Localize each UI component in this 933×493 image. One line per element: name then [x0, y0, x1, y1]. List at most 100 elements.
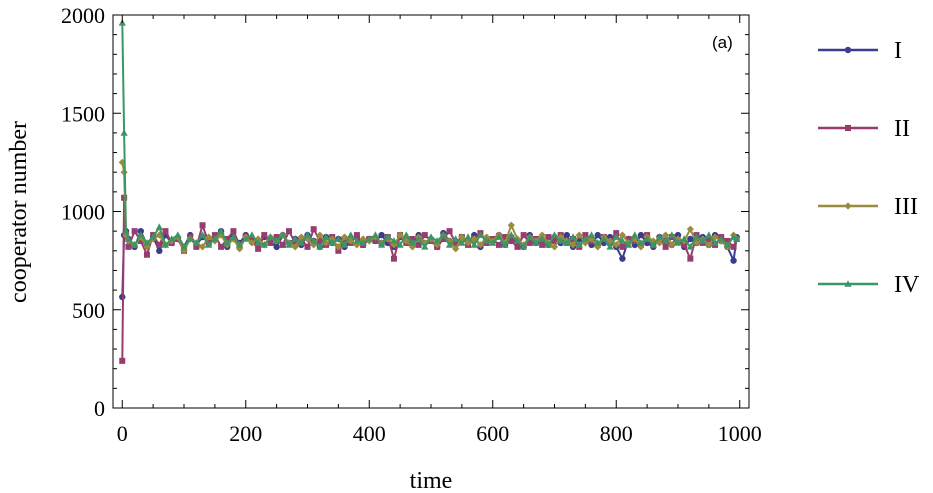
- data-point: [303, 231, 312, 238]
- legend-label: I: [894, 38, 902, 64]
- data-point: [569, 241, 577, 249]
- data-point: [674, 239, 682, 246]
- data-point: [575, 241, 583, 248]
- data-point: [538, 231, 546, 239]
- y-tick-label: 1000: [61, 200, 105, 225]
- data-point: [723, 241, 731, 248]
- data-point: [501, 241, 509, 248]
- data-point: [198, 243, 207, 251]
- data-point: [122, 227, 130, 234]
- data-point: [211, 232, 218, 239]
- data-point: [186, 235, 194, 242]
- data-point: [733, 235, 741, 242]
- data-point: [544, 241, 552, 248]
- data-point: [316, 231, 324, 239]
- data-point: [230, 228, 237, 235]
- y-axis-title: cooperator number: [6, 121, 32, 303]
- data-point: [396, 231, 404, 239]
- data-point: [156, 247, 163, 254]
- data-point: [359, 235, 367, 243]
- data-point: [427, 233, 435, 240]
- data-point: [156, 241, 163, 248]
- x-tick-label: 800: [600, 421, 633, 446]
- data-point: [285, 228, 292, 235]
- data-point: [452, 245, 460, 253]
- data-point: [550, 243, 559, 251]
- data-point: [143, 239, 151, 246]
- data-point: [687, 235, 694, 243]
- data-point: [520, 232, 527, 239]
- data-point: [120, 129, 128, 136]
- data-point: [242, 235, 250, 242]
- data-point: [174, 231, 182, 238]
- data-point: [705, 231, 713, 238]
- data-point: [384, 233, 392, 240]
- data-point: [365, 235, 373, 242]
- data-point: [408, 239, 417, 246]
- data-point: [445, 241, 454, 248]
- data-point: [143, 251, 150, 258]
- data-point: [248, 239, 256, 247]
- data-point: [322, 233, 330, 240]
- data-point: [205, 241, 213, 248]
- data-point: [218, 243, 225, 250]
- data-point: [538, 235, 546, 242]
- data-point: [476, 231, 484, 238]
- data-point: [563, 231, 571, 239]
- legend-label: III: [894, 194, 918, 220]
- data-point: [581, 235, 589, 242]
- data-point: [310, 237, 318, 244]
- data-point: [439, 231, 447, 238]
- series-IV: [118, 19, 741, 250]
- data-point: [526, 233, 534, 240]
- data-point: [452, 239, 459, 246]
- data-point: [668, 231, 676, 238]
- legend-marker: [844, 280, 852, 287]
- data-point: [433, 237, 441, 244]
- data-point: [532, 239, 540, 246]
- data-point: [662, 231, 670, 239]
- data-point: [421, 232, 428, 239]
- data-point: [563, 239, 571, 246]
- data-point: [619, 243, 626, 250]
- data-point: [304, 243, 311, 250]
- data-point: [180, 243, 188, 250]
- data-point: [612, 241, 620, 249]
- data-point: [692, 239, 701, 247]
- data-point: [273, 243, 280, 251]
- data-point: [137, 231, 145, 238]
- x-tick-label: 600: [476, 421, 509, 446]
- data-point: [340, 233, 349, 241]
- data-point: [724, 237, 731, 244]
- legend-item: II: [818, 116, 910, 142]
- data-point: [316, 243, 324, 250]
- data-point: [587, 231, 596, 238]
- data-point: [606, 243, 614, 250]
- data-point: [686, 243, 694, 250]
- data-point: [340, 241, 349, 248]
- data-point: [526, 239, 533, 246]
- data-point: [711, 239, 719, 246]
- data-point: [686, 225, 694, 233]
- data-point: [292, 239, 299, 246]
- data-point: [470, 241, 478, 248]
- legend-item: III: [818, 194, 918, 220]
- y-tick-label: 0: [94, 396, 105, 421]
- data-point: [464, 239, 472, 247]
- data-point: [507, 221, 515, 229]
- data-point: [267, 239, 274, 246]
- data-point: [378, 241, 386, 248]
- data-point: [347, 231, 355, 238]
- data-point: [390, 255, 397, 262]
- data-point: [273, 234, 280, 241]
- data-point: [520, 243, 528, 250]
- data-point: [545, 234, 552, 241]
- data-point: [402, 231, 410, 238]
- data-point: [131, 241, 139, 248]
- data-point: [606, 237, 614, 245]
- data-point: [705, 236, 712, 243]
- data-point: [162, 228, 169, 235]
- data-point: [279, 231, 287, 238]
- data-point: [235, 241, 244, 248]
